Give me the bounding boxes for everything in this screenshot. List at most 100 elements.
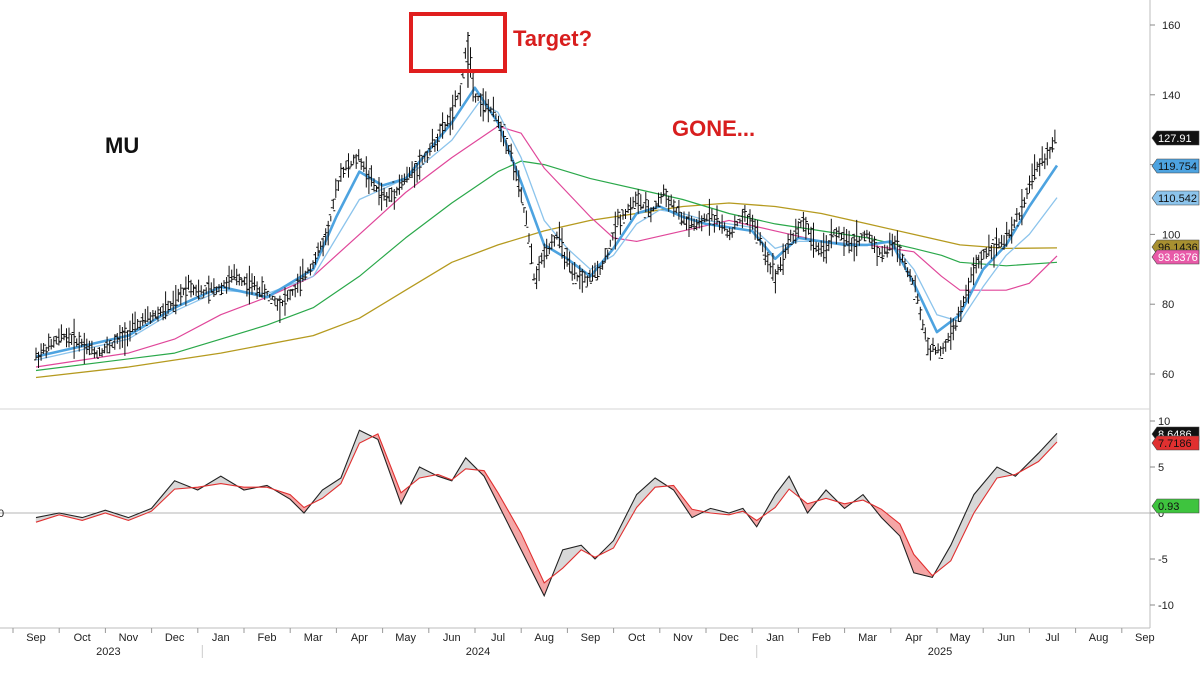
price-bar [463, 47, 468, 63]
price-bar [415, 162, 420, 183]
price-bar [54, 335, 59, 345]
price-bar [857, 236, 862, 246]
price-bar [112, 334, 117, 350]
price-bar [394, 186, 399, 196]
price-bar [618, 211, 623, 235]
price-bar [196, 279, 201, 300]
price-bar [737, 215, 742, 224]
price-bar [595, 260, 600, 281]
price-bar [605, 248, 610, 260]
price-bar [1004, 221, 1009, 247]
price-bar [417, 149, 422, 180]
price-bar [709, 208, 714, 222]
price-bar [527, 233, 531, 248]
x-month-label: May [395, 632, 416, 644]
price-bar [839, 232, 844, 241]
price-bar [509, 143, 514, 162]
price-bar [885, 245, 890, 258]
price-bar [951, 318, 956, 341]
price-bar [161, 303, 166, 321]
price-bar [781, 243, 786, 275]
price-bar [687, 211, 691, 237]
price-bar [285, 290, 290, 302]
price-bar [768, 262, 773, 275]
price-bar [765, 251, 770, 273]
price-bar [69, 332, 74, 345]
price-bar [824, 235, 829, 264]
price-bar [626, 203, 631, 213]
price-bar [554, 231, 559, 240]
price-bar [552, 235, 557, 247]
osc-y-tick-label: -5 [1158, 554, 1168, 566]
price-bar [664, 188, 669, 208]
price-bar [923, 327, 928, 342]
price-bar [496, 115, 501, 131]
price-bar [956, 306, 961, 322]
price-bar [562, 248, 567, 270]
price-bar [303, 270, 308, 280]
price-bar [783, 244, 788, 259]
price-bar [97, 347, 102, 357]
price-bar [163, 291, 168, 320]
price-bar [1025, 187, 1029, 199]
price-bar [788, 229, 793, 245]
price-bar [156, 306, 160, 322]
price-bar [674, 207, 679, 214]
price-bar [506, 145, 511, 155]
price-bar [796, 218, 801, 238]
price-bar [585, 275, 590, 288]
price-bar [847, 230, 852, 254]
price-bar [130, 313, 135, 332]
price-bar [593, 262, 597, 278]
x-month-label: May [950, 632, 971, 644]
price-bar [946, 332, 951, 343]
price-bar [224, 277, 229, 294]
price-bar [603, 248, 608, 263]
price-bar [875, 242, 880, 266]
x-month-label: Aug [534, 632, 554, 644]
price-bar [356, 149, 361, 162]
price-bar [882, 244, 887, 257]
price-bar [920, 319, 925, 331]
price-bar [544, 238, 549, 260]
x-year-label: 2023 [96, 646, 120, 658]
tag-ma-fast-text: 119.754 [1158, 161, 1197, 173]
price-bar [478, 93, 483, 117]
price-bar [565, 247, 570, 267]
price-bar [1050, 137, 1055, 153]
price-bar [412, 161, 417, 188]
price-bar [918, 306, 923, 321]
price-bar [646, 199, 651, 218]
price-bar [549, 234, 554, 250]
price-bar [908, 269, 913, 282]
x-month-label: Nov [673, 632, 693, 644]
price-bar [661, 184, 666, 197]
price-bar [834, 227, 839, 245]
price-bar [849, 237, 854, 252]
price-bar [816, 242, 821, 256]
price-bar [323, 228, 328, 246]
price-bar [925, 337, 930, 356]
price-bar [267, 294, 272, 302]
price-bar [209, 282, 214, 293]
price-bar [712, 215, 717, 233]
last-value-tags: 127.91119.754110.54296.143693.83768.6486… [1151, 130, 1200, 514]
price-bar [277, 295, 282, 323]
price-bar [897, 244, 902, 266]
price-bar [316, 242, 321, 257]
price-y-tick-label: 140 [1162, 90, 1180, 102]
price-bar [280, 300, 285, 307]
price-bars [34, 31, 1057, 368]
price-bar [699, 215, 704, 232]
price-bar [425, 150, 430, 163]
price-bar [621, 209, 625, 224]
price-bar [707, 198, 712, 236]
price-bar [194, 284, 199, 296]
price-bar [862, 230, 867, 242]
x-month-label: Sep [26, 632, 46, 644]
osc-y-tick-label: 0 [1158, 508, 1164, 520]
price-y-tick-label: 80 [1162, 299, 1174, 311]
price-bar [211, 278, 216, 297]
price-bar [524, 210, 529, 228]
price-bar [232, 264, 237, 280]
